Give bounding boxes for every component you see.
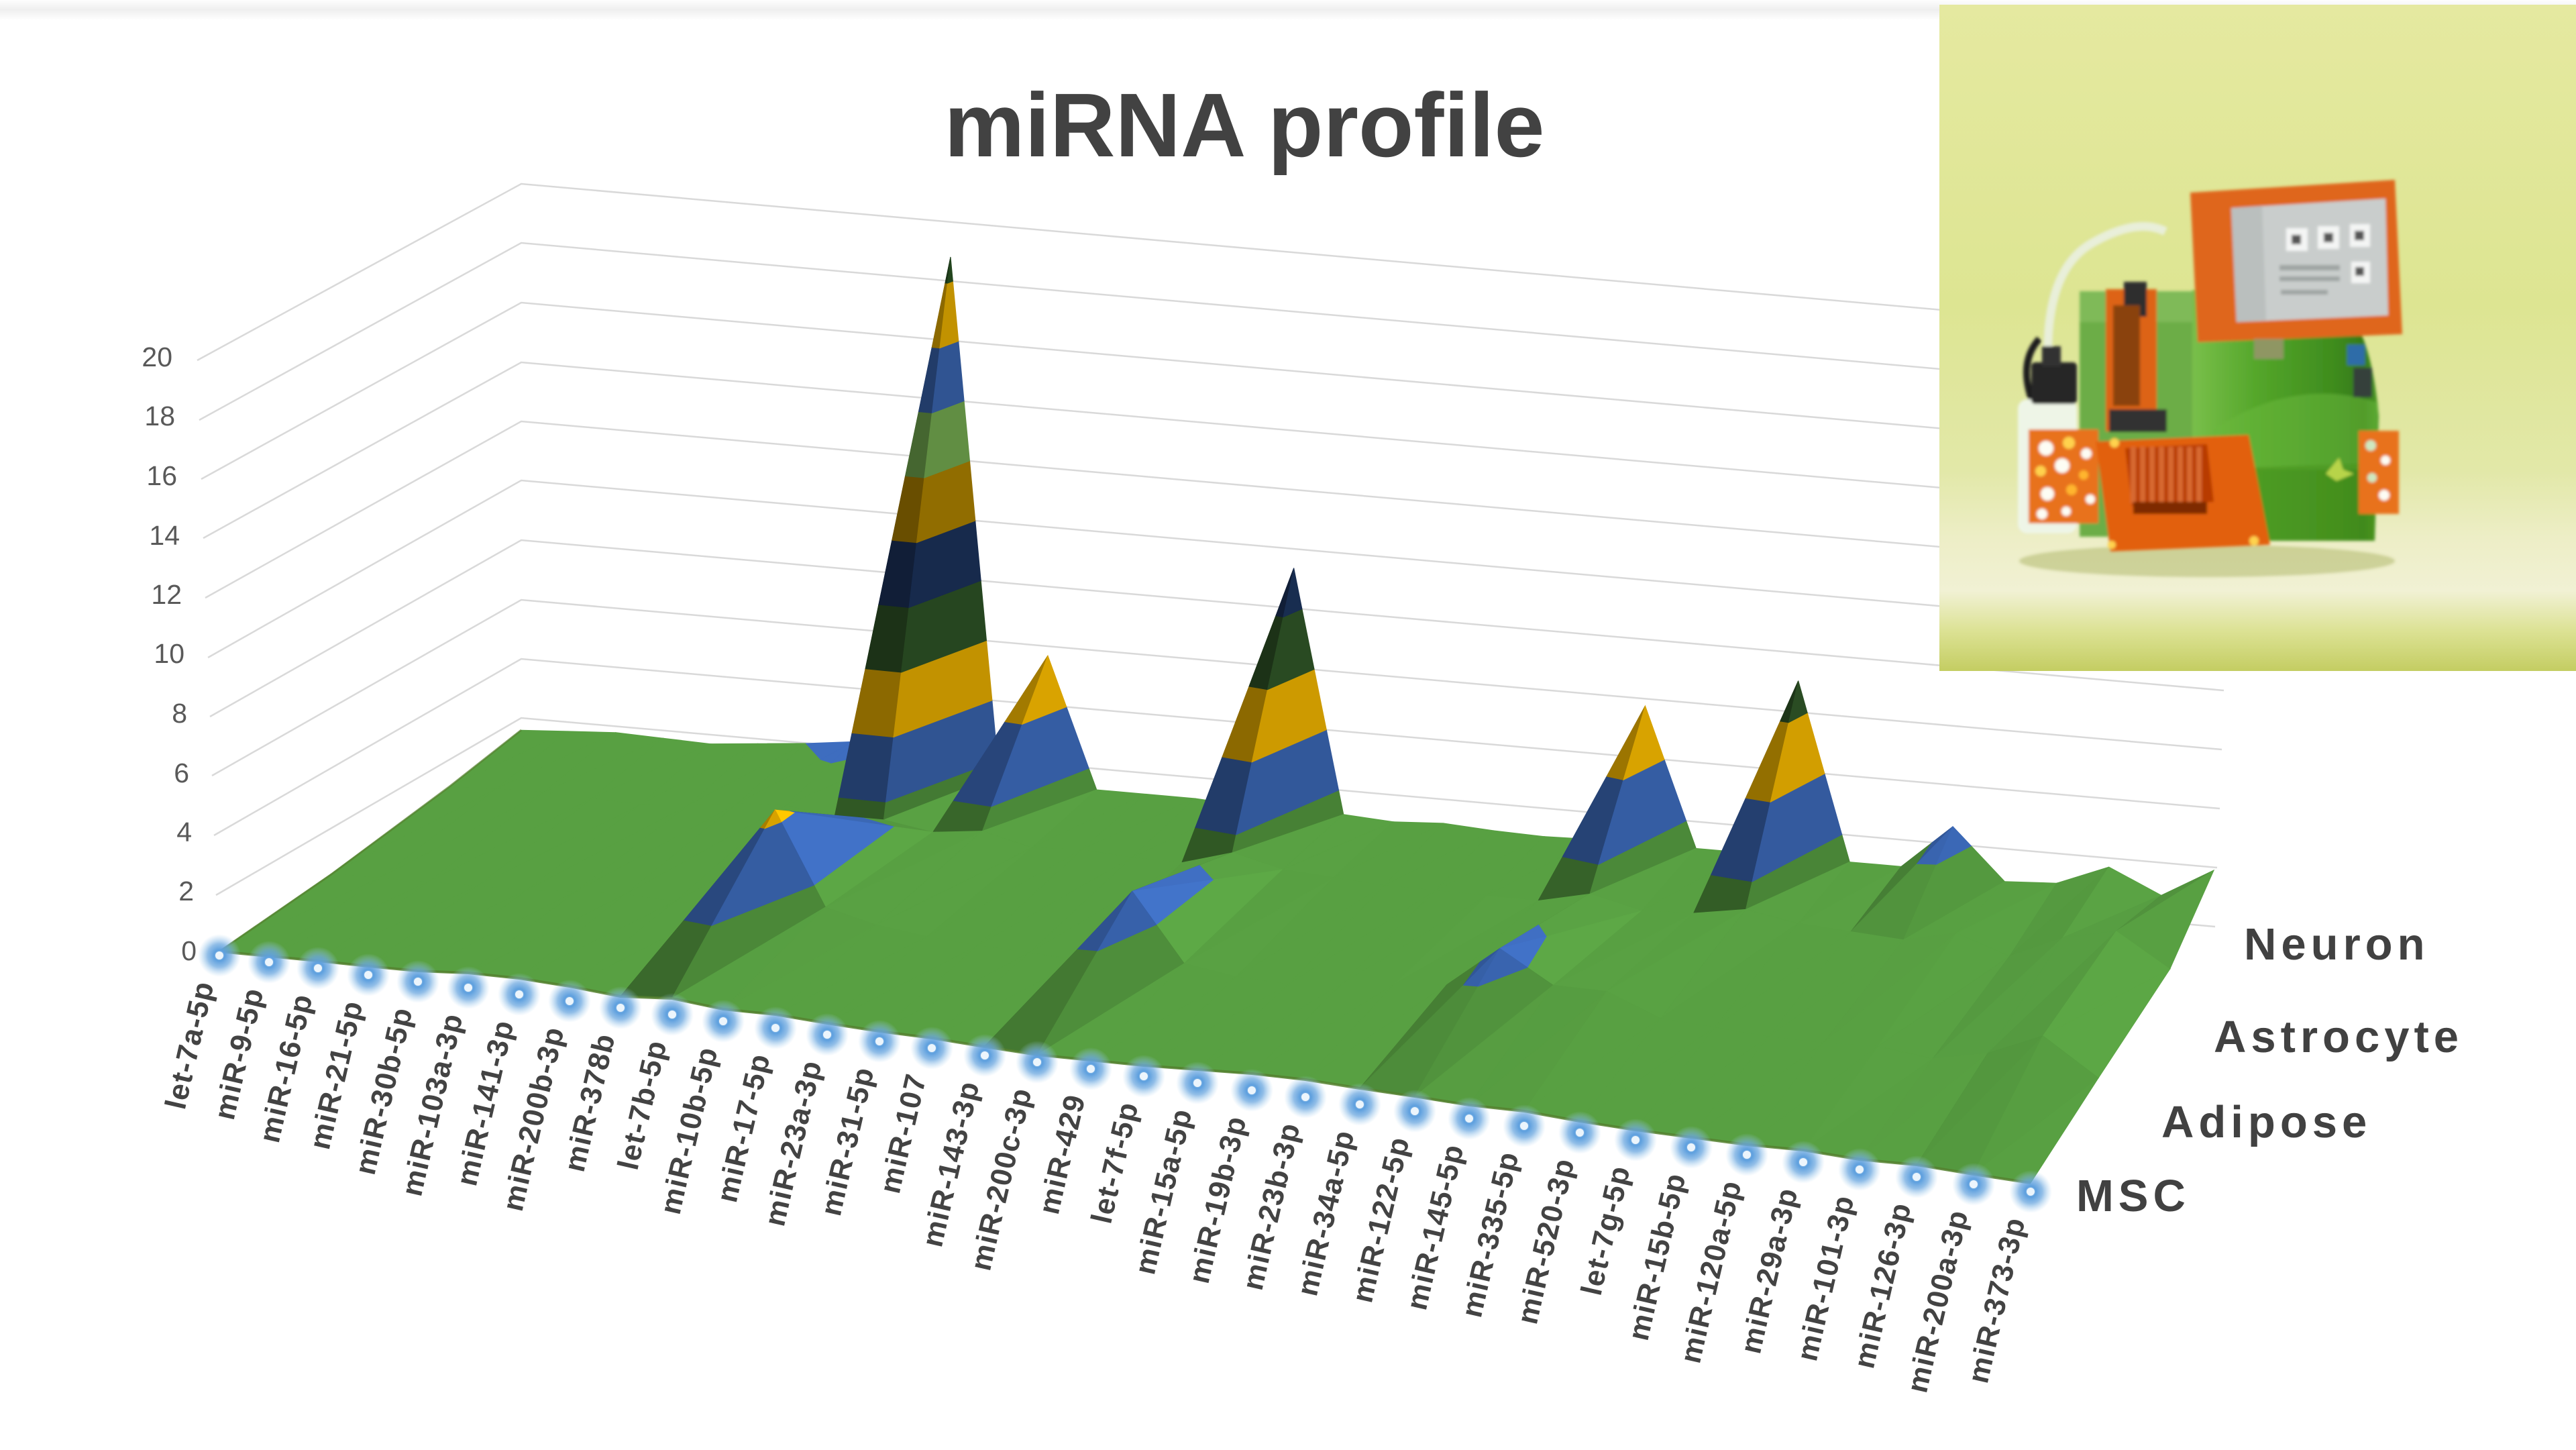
svg-text:let-7a-5p: let-7a-5p (159, 978, 220, 1112)
svg-text:Adipose: Adipose (2161, 1097, 2371, 1147)
svg-text:18: 18 (144, 401, 175, 431)
svg-text:miR-520-3p: miR-520-3p (1511, 1155, 1580, 1327)
svg-text:let-7b-5p: let-7b-5p (612, 1037, 674, 1173)
svg-text:miR-31-5p: miR-31-5p (814, 1064, 881, 1219)
svg-text:0: 0 (181, 935, 197, 966)
svg-text:2: 2 (178, 876, 194, 907)
svg-text:miR-373-3p: miR-373-3p (1962, 1214, 2031, 1386)
svg-text:miR-107: miR-107 (873, 1070, 933, 1196)
svg-text:10: 10 (154, 638, 184, 669)
svg-text:miR-29a-3p: miR-29a-3p (1734, 1184, 1804, 1357)
svg-text:miR-15b-5p: miR-15b-5p (1622, 1170, 1693, 1343)
svg-text:miR-126-3p: miR-126-3p (1847, 1199, 1917, 1371)
svg-text:16: 16 (146, 460, 177, 491)
svg-text:miR-122-5p: miR-122-5p (1346, 1133, 1415, 1306)
svg-text:let-7g-5p: let-7g-5p (1575, 1162, 1637, 1298)
svg-text:let-7f-5p: let-7f-5p (1085, 1098, 1144, 1227)
svg-text:14: 14 (149, 520, 180, 551)
svg-text:Astrocyte: Astrocyte (2214, 1012, 2463, 1062)
svg-text:Neuron: Neuron (2244, 919, 2430, 970)
svg-text:MSC: MSC (2076, 1171, 2190, 1221)
svg-text:miR-429: miR-429 (1032, 1091, 1092, 1217)
svg-text:miR-378b: miR-378b (558, 1030, 622, 1175)
svg-text:miR-145-5p: miR-145-5p (1400, 1141, 1470, 1313)
svg-text:12: 12 (151, 579, 182, 610)
svg-text:6: 6 (174, 758, 189, 788)
svg-text:miR-34a-5p: miR-34a-5p (1291, 1127, 1360, 1299)
svg-text:20: 20 (142, 342, 172, 372)
svg-text:4: 4 (176, 817, 192, 847)
svg-text:miRNA profile: miRNA profile (944, 74, 1544, 176)
svg-text:8: 8 (172, 698, 187, 729)
svg-text:miR-101-3p: miR-101-3p (1790, 1192, 1860, 1364)
svg-text:miR-335-5p: miR-335-5p (1455, 1148, 1525, 1320)
